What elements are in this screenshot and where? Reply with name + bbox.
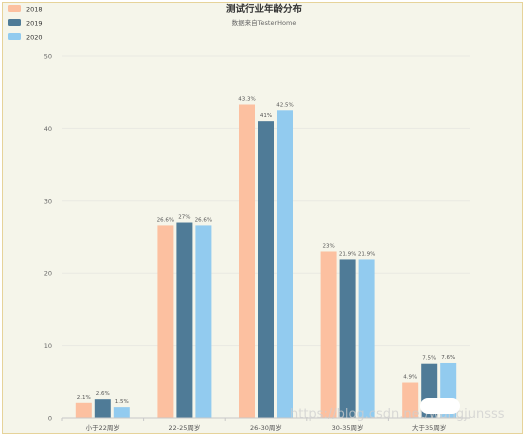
legend-label: 2018 (26, 6, 43, 14)
watermark-overlay (420, 398, 460, 414)
bar-2020-4[interactable] (358, 259, 375, 418)
data-label: 7.5% (422, 356, 436, 362)
watermark-text: https://blog.csdn.net/wangjunsss (290, 407, 505, 422)
bar-2019-1[interactable] (94, 399, 111, 418)
data-label: 26.6% (157, 217, 174, 223)
bar-2019-2[interactable] (176, 222, 193, 418)
y-tick-label: 0 (48, 415, 52, 423)
legend-swatch (8, 33, 21, 40)
data-label: 2.6% (96, 391, 110, 397)
legend-item-2019[interactable]: 2019 (8, 19, 43, 28)
data-label: 41% (260, 113, 272, 119)
chart-subtitle: 数据来自TesterHome (232, 18, 297, 27)
bar-2018-3[interactable] (239, 104, 255, 419)
x-tick-label: 小于22周岁 (86, 423, 120, 432)
bar-2020-2[interactable] (195, 225, 212, 418)
bar-2018-1[interactable] (75, 402, 92, 418)
data-label: 23% (322, 243, 334, 249)
y-tick-label: 40 (44, 125, 52, 133)
y-tick-label: 20 (44, 270, 52, 278)
x-tick-label: 大于35周岁 (412, 423, 446, 432)
data-label: 21.9% (339, 251, 356, 257)
legend[interactable]: 2018 2019 2020 (8, 5, 43, 42)
legend-label: 2020 (26, 34, 43, 42)
data-label: 42.5% (276, 102, 293, 108)
legend-swatch (8, 19, 21, 26)
x-tick-label: 26-30周岁 (250, 423, 282, 432)
bar-2019-3[interactable] (258, 121, 274, 418)
x-tick-label: 22-25周岁 (168, 423, 200, 432)
data-labels: 2.1% 2.6% 1.5% 26.6% 27% 26.6% 43.3% 41% 42.5% 23… (77, 97, 455, 406)
data-label: 43.3% (238, 97, 255, 103)
data-label: 2.1% (77, 395, 91, 401)
y-tick-label: 50 (44, 53, 52, 61)
bar-2020-1[interactable] (113, 407, 130, 418)
bar-2019-4[interactable] (339, 259, 356, 418)
data-label: 1.5% (115, 399, 129, 405)
bar-2018-4[interactable] (320, 251, 337, 418)
bar-2018-5[interactable] (402, 382, 419, 418)
x-tick-label: 30-35周岁 (332, 423, 364, 432)
legend-item-2020[interactable]: 2020 (8, 33, 43, 42)
data-label: 27% (178, 215, 190, 221)
bar-2018-2[interactable] (157, 225, 174, 418)
legend-swatch (8, 5, 21, 12)
bars (75, 104, 457, 419)
y-tick-label: 30 (44, 197, 52, 205)
data-label: 26.6% (195, 217, 212, 223)
legend-item-2018[interactable]: 2018 (8, 5, 43, 14)
y-tick-label: 10 (44, 342, 52, 350)
data-label: 7.6% (441, 355, 455, 361)
data-label: 21.9% (358, 251, 375, 257)
legend-label: 2019 (26, 20, 43, 28)
chart-title: 测试行业年龄分布 (226, 3, 303, 15)
bar-2020-3[interactable] (277, 110, 293, 419)
data-label: 4.9% (403, 375, 417, 381)
axes: 0 10 20 30 40 50 小于22周岁 22-25周岁 26-30周岁 30-35周岁 大于… (44, 53, 470, 432)
